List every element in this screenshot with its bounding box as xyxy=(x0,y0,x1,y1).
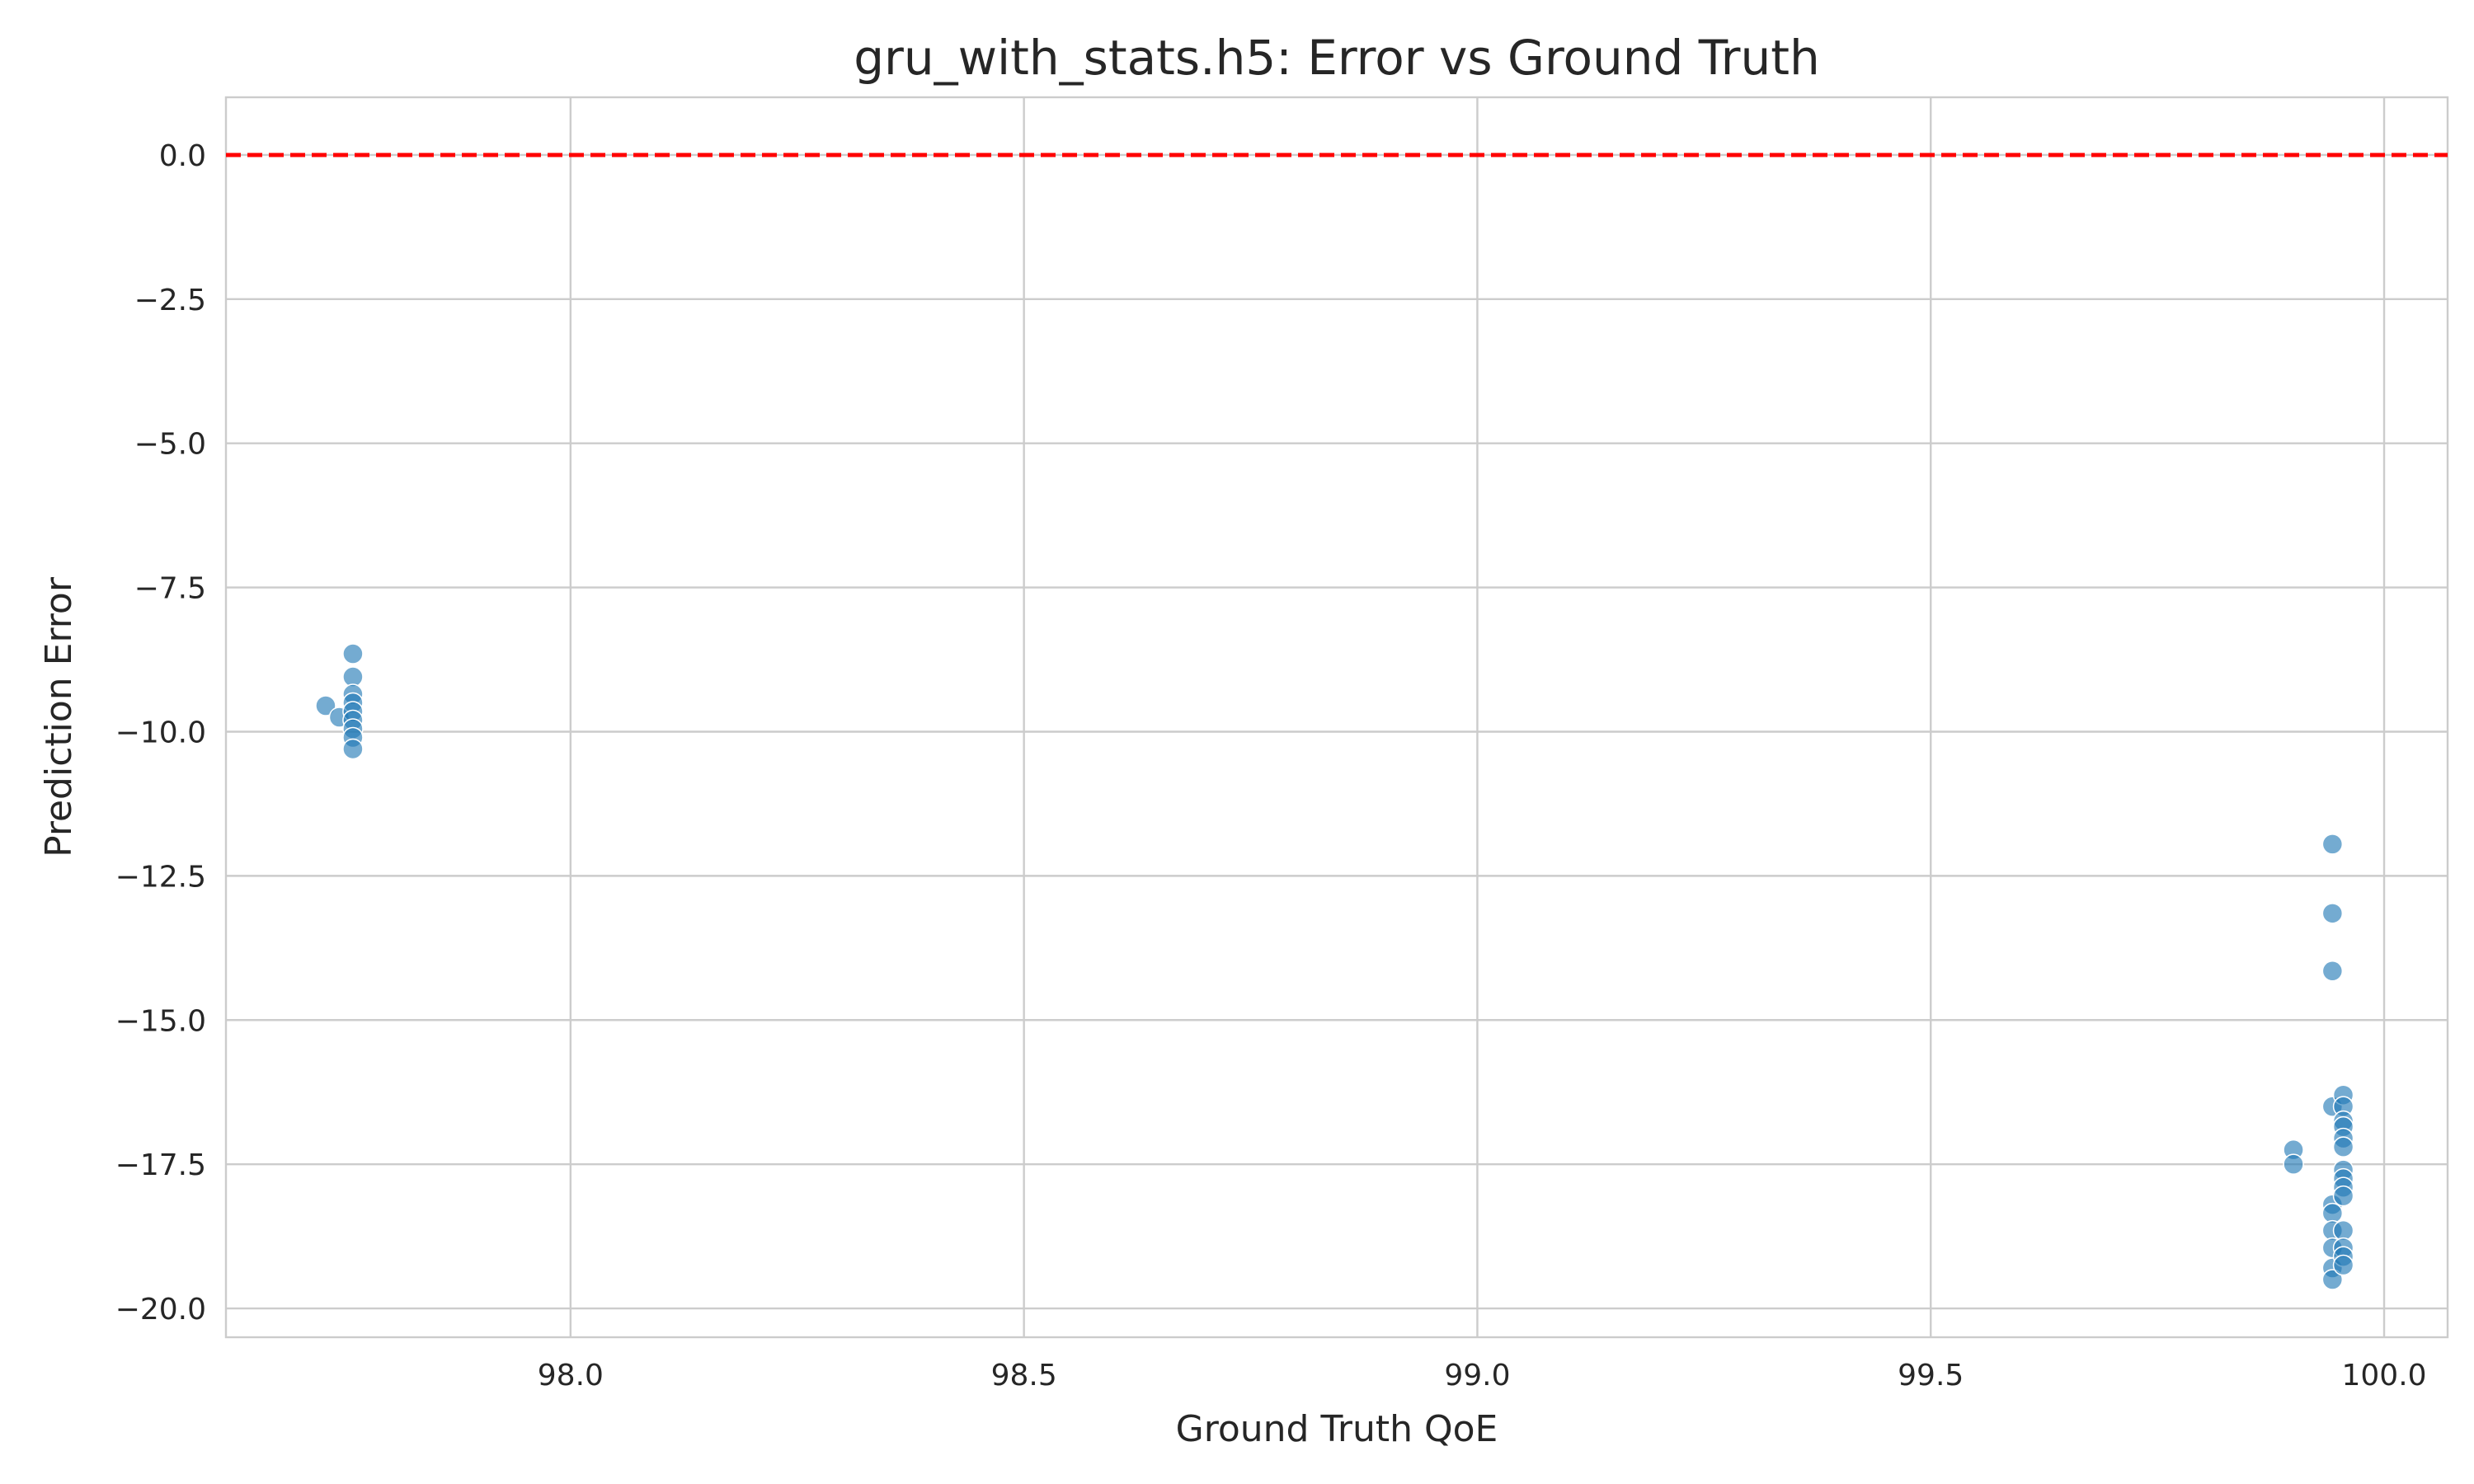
chart-title: gru_with_stats.h5: Error vs Ground Truth xyxy=(854,30,1820,86)
data-point xyxy=(2321,834,2344,855)
y-axis-label: Prediction Error xyxy=(38,576,80,857)
y-tick-label: −7.5 xyxy=(134,572,206,606)
y-tick-label: −2.5 xyxy=(134,284,206,317)
x-tick-label: 98.0 xyxy=(538,1359,604,1392)
x-tick-label: 100.0 xyxy=(2341,1359,2426,1392)
x-tick-label: 99.5 xyxy=(1898,1359,1964,1392)
data-point xyxy=(2332,1185,2354,1207)
y-tick-label: −17.5 xyxy=(115,1148,206,1182)
data-point xyxy=(2321,960,2344,982)
data-point xyxy=(2321,903,2344,924)
y-tick-label: −10.0 xyxy=(115,716,206,749)
y-tick-label: −5.0 xyxy=(134,428,206,462)
x-tick-label: 98.5 xyxy=(991,1359,1057,1392)
data-point xyxy=(342,738,364,760)
y-tick-labels: 0.0 −2.5 −5.0 −7.5 −10.0 −12.5 −15.0 −17.5 −20.0 xyxy=(115,139,206,1327)
data-points xyxy=(315,643,2354,1290)
data-point xyxy=(2321,1269,2344,1290)
x-tick-label: 99.0 xyxy=(1444,1359,1510,1392)
data-point xyxy=(2332,1254,2354,1276)
x-axis-label: Ground Truth QoE xyxy=(1176,1408,1498,1450)
data-point xyxy=(342,643,364,665)
plot-frame xyxy=(224,96,2449,1339)
data-point xyxy=(2283,1153,2304,1175)
y-tick-label: −20.0 xyxy=(115,1293,206,1327)
x-tick-labels: 98.0 98.5 99.0 99.5 100.0 xyxy=(538,1359,2427,1392)
y-tick-label: 0.0 xyxy=(159,139,206,173)
data-point xyxy=(2332,1136,2354,1158)
y-tick-label: −15.0 xyxy=(115,1004,206,1038)
y-tick-label: −12.5 xyxy=(115,860,206,894)
data-point xyxy=(315,695,336,716)
grid-lines xyxy=(226,97,2448,1337)
